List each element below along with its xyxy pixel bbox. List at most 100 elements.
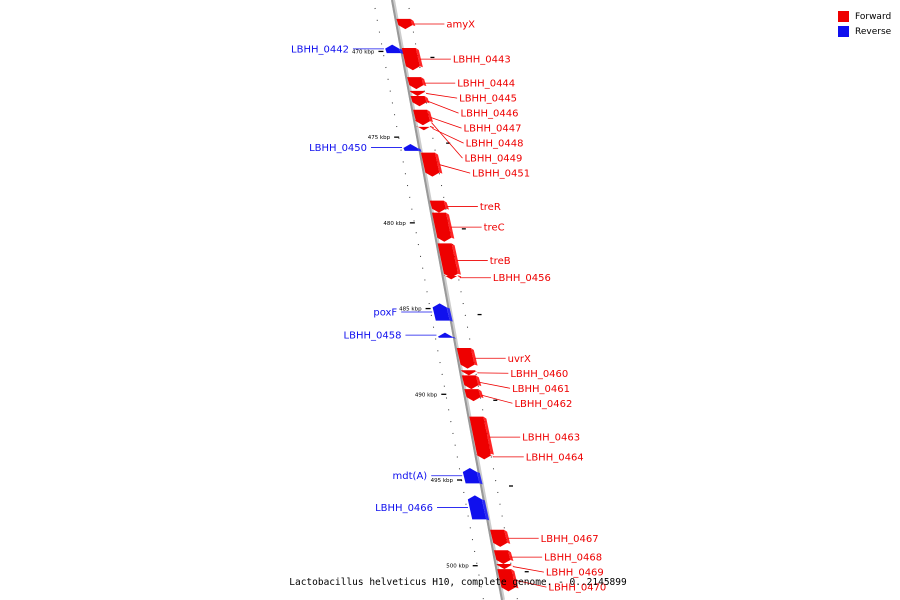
gene-shade	[434, 152, 443, 174]
gene-forward-block	[409, 90, 425, 96]
gene-forward-block	[460, 370, 476, 376]
gene-features	[385, 18, 519, 592]
gene-forward-block	[476, 454, 492, 460]
label-leader	[479, 381, 511, 389]
gene-shade	[424, 96, 430, 104]
gene-label: LBHH_0461	[512, 384, 570, 395]
gene-label: LBHH_0467	[541, 534, 599, 545]
gene-forward-block	[401, 48, 420, 71]
gene-label: LBHH_0462	[514, 399, 572, 410]
gene-label: treR	[480, 202, 501, 213]
gene-forward-block	[490, 529, 508, 547]
scale-tick-label: 480 kbp	[383, 221, 406, 227]
gene-shade	[421, 77, 427, 87]
gene-shade	[457, 275, 462, 278]
gene-label: mdt(A)	[393, 471, 428, 482]
gene-label: uvrX	[508, 354, 531, 365]
gene-label: LBHH_0448	[466, 139, 524, 150]
gene-shade	[446, 307, 453, 322]
legend-reverse: Reverse	[838, 24, 891, 39]
gene-shade	[443, 200, 449, 210]
gene-forward-block	[496, 564, 512, 570]
gene-shade	[445, 212, 455, 239]
label-leader	[515, 579, 547, 588]
gene-label: LBHH_0449	[464, 154, 522, 165]
gene-forward-block	[461, 375, 479, 390]
reverse-swatch	[838, 26, 849, 37]
scale-tick-label: 490 kbp	[415, 392, 438, 398]
genome-axis	[391, 0, 503, 600]
gene-forward-block	[416, 126, 431, 131]
gene-label: treB	[490, 256, 511, 267]
gene-label: LBHH_0469	[546, 568, 604, 579]
gene-label: LBHH_0447	[464, 124, 522, 135]
gene-label: LBHH_0468	[544, 553, 602, 564]
genome-caption: Lactobacillus helveticus H10, complete g…	[289, 577, 627, 588]
gene-shade	[430, 126, 434, 129]
gene-label: LBHH_0451	[472, 169, 530, 180]
label-leader	[439, 164, 471, 174]
label-leaders	[352, 23, 547, 588]
gene-shade	[399, 48, 404, 55]
label-leader	[512, 566, 544, 573]
gene-shade	[475, 375, 482, 387]
gene-reverse-block	[403, 144, 419, 151]
gene-forward-block	[410, 96, 427, 107]
legend-forward-label: Forward	[855, 11, 892, 22]
gene-forward-block	[464, 389, 481, 402]
gene-shade	[511, 569, 519, 589]
gene-shade	[504, 529, 511, 544]
gene-forward-block	[443, 275, 459, 280]
gene-reverse-block	[467, 495, 487, 520]
gene-shade	[451, 336, 456, 339]
gene-label: LBHH_0458	[344, 331, 402, 342]
gene-shade	[451, 243, 461, 275]
strand-legend: Forward Reverse	[838, 9, 891, 39]
gene-forward-block	[497, 569, 516, 592]
gene-label: LBHH_0442	[291, 44, 349, 55]
gene-reverse-block	[437, 332, 453, 338]
gene-forward-block	[493, 550, 511, 564]
gene-label: LBHH_0466	[375, 503, 433, 514]
forward-swatch	[838, 11, 849, 22]
gene-label: LBHH_0470	[548, 583, 606, 594]
gene-forward-block	[415, 120, 430, 126]
gene-forward-block	[456, 348, 475, 369]
scale-tick-label: 500 kbp	[446, 564, 469, 570]
gene-shade	[483, 416, 494, 455]
label-leader	[426, 93, 458, 99]
gene-shade	[415, 48, 423, 68]
gene-label: LBHH_0464	[526, 452, 584, 463]
scale-tick-label: 475 kbp	[368, 135, 391, 141]
label-leader	[432, 128, 464, 144]
gene-label: LBHH_0445	[459, 94, 517, 105]
gene-label: LBHH_0460	[510, 369, 568, 380]
scale-ticks: 470 kbp 475 kbp 480 kbp 485 kbp 490 kbp 495 k…	[352, 49, 529, 573]
gene-shade	[507, 550, 514, 561]
gene-shade	[427, 109, 433, 123]
legend-reverse-label: Reverse	[855, 26, 892, 37]
label-leader	[430, 117, 462, 129]
gene-shade	[470, 348, 478, 366]
scale-tick-label: 485 kbp	[399, 307, 422, 313]
gene-shade	[476, 472, 483, 485]
gene-label: LBHH_0444	[457, 79, 515, 90]
gene-label: treC	[484, 223, 505, 234]
gene-label: poxF	[373, 308, 397, 319]
gene-shade	[417, 148, 422, 152]
gene-shade	[481, 499, 490, 521]
gene-shade	[478, 389, 484, 399]
gene-label: LBHH_0450	[309, 143, 367, 154]
gene-forward-block	[429, 200, 446, 213]
gene-label: LBHH_0456	[493, 273, 551, 284]
gene-forward-block	[420, 152, 440, 177]
gene-forward-block	[407, 77, 424, 90]
gene-label: LBHH_0443	[453, 55, 511, 66]
gene-shade	[410, 18, 416, 27]
gene-labels: amyX LBHH_0442 LBHH_0443 LBHH_0444 LBHH_0445…	[291, 20, 606, 594]
gene-label: amyX	[446, 20, 475, 31]
gene-forward-block	[396, 18, 413, 30]
gene-label: LBHH_0446	[461, 109, 519, 120]
scale-tick-label: 495 kbp	[431, 478, 454, 484]
